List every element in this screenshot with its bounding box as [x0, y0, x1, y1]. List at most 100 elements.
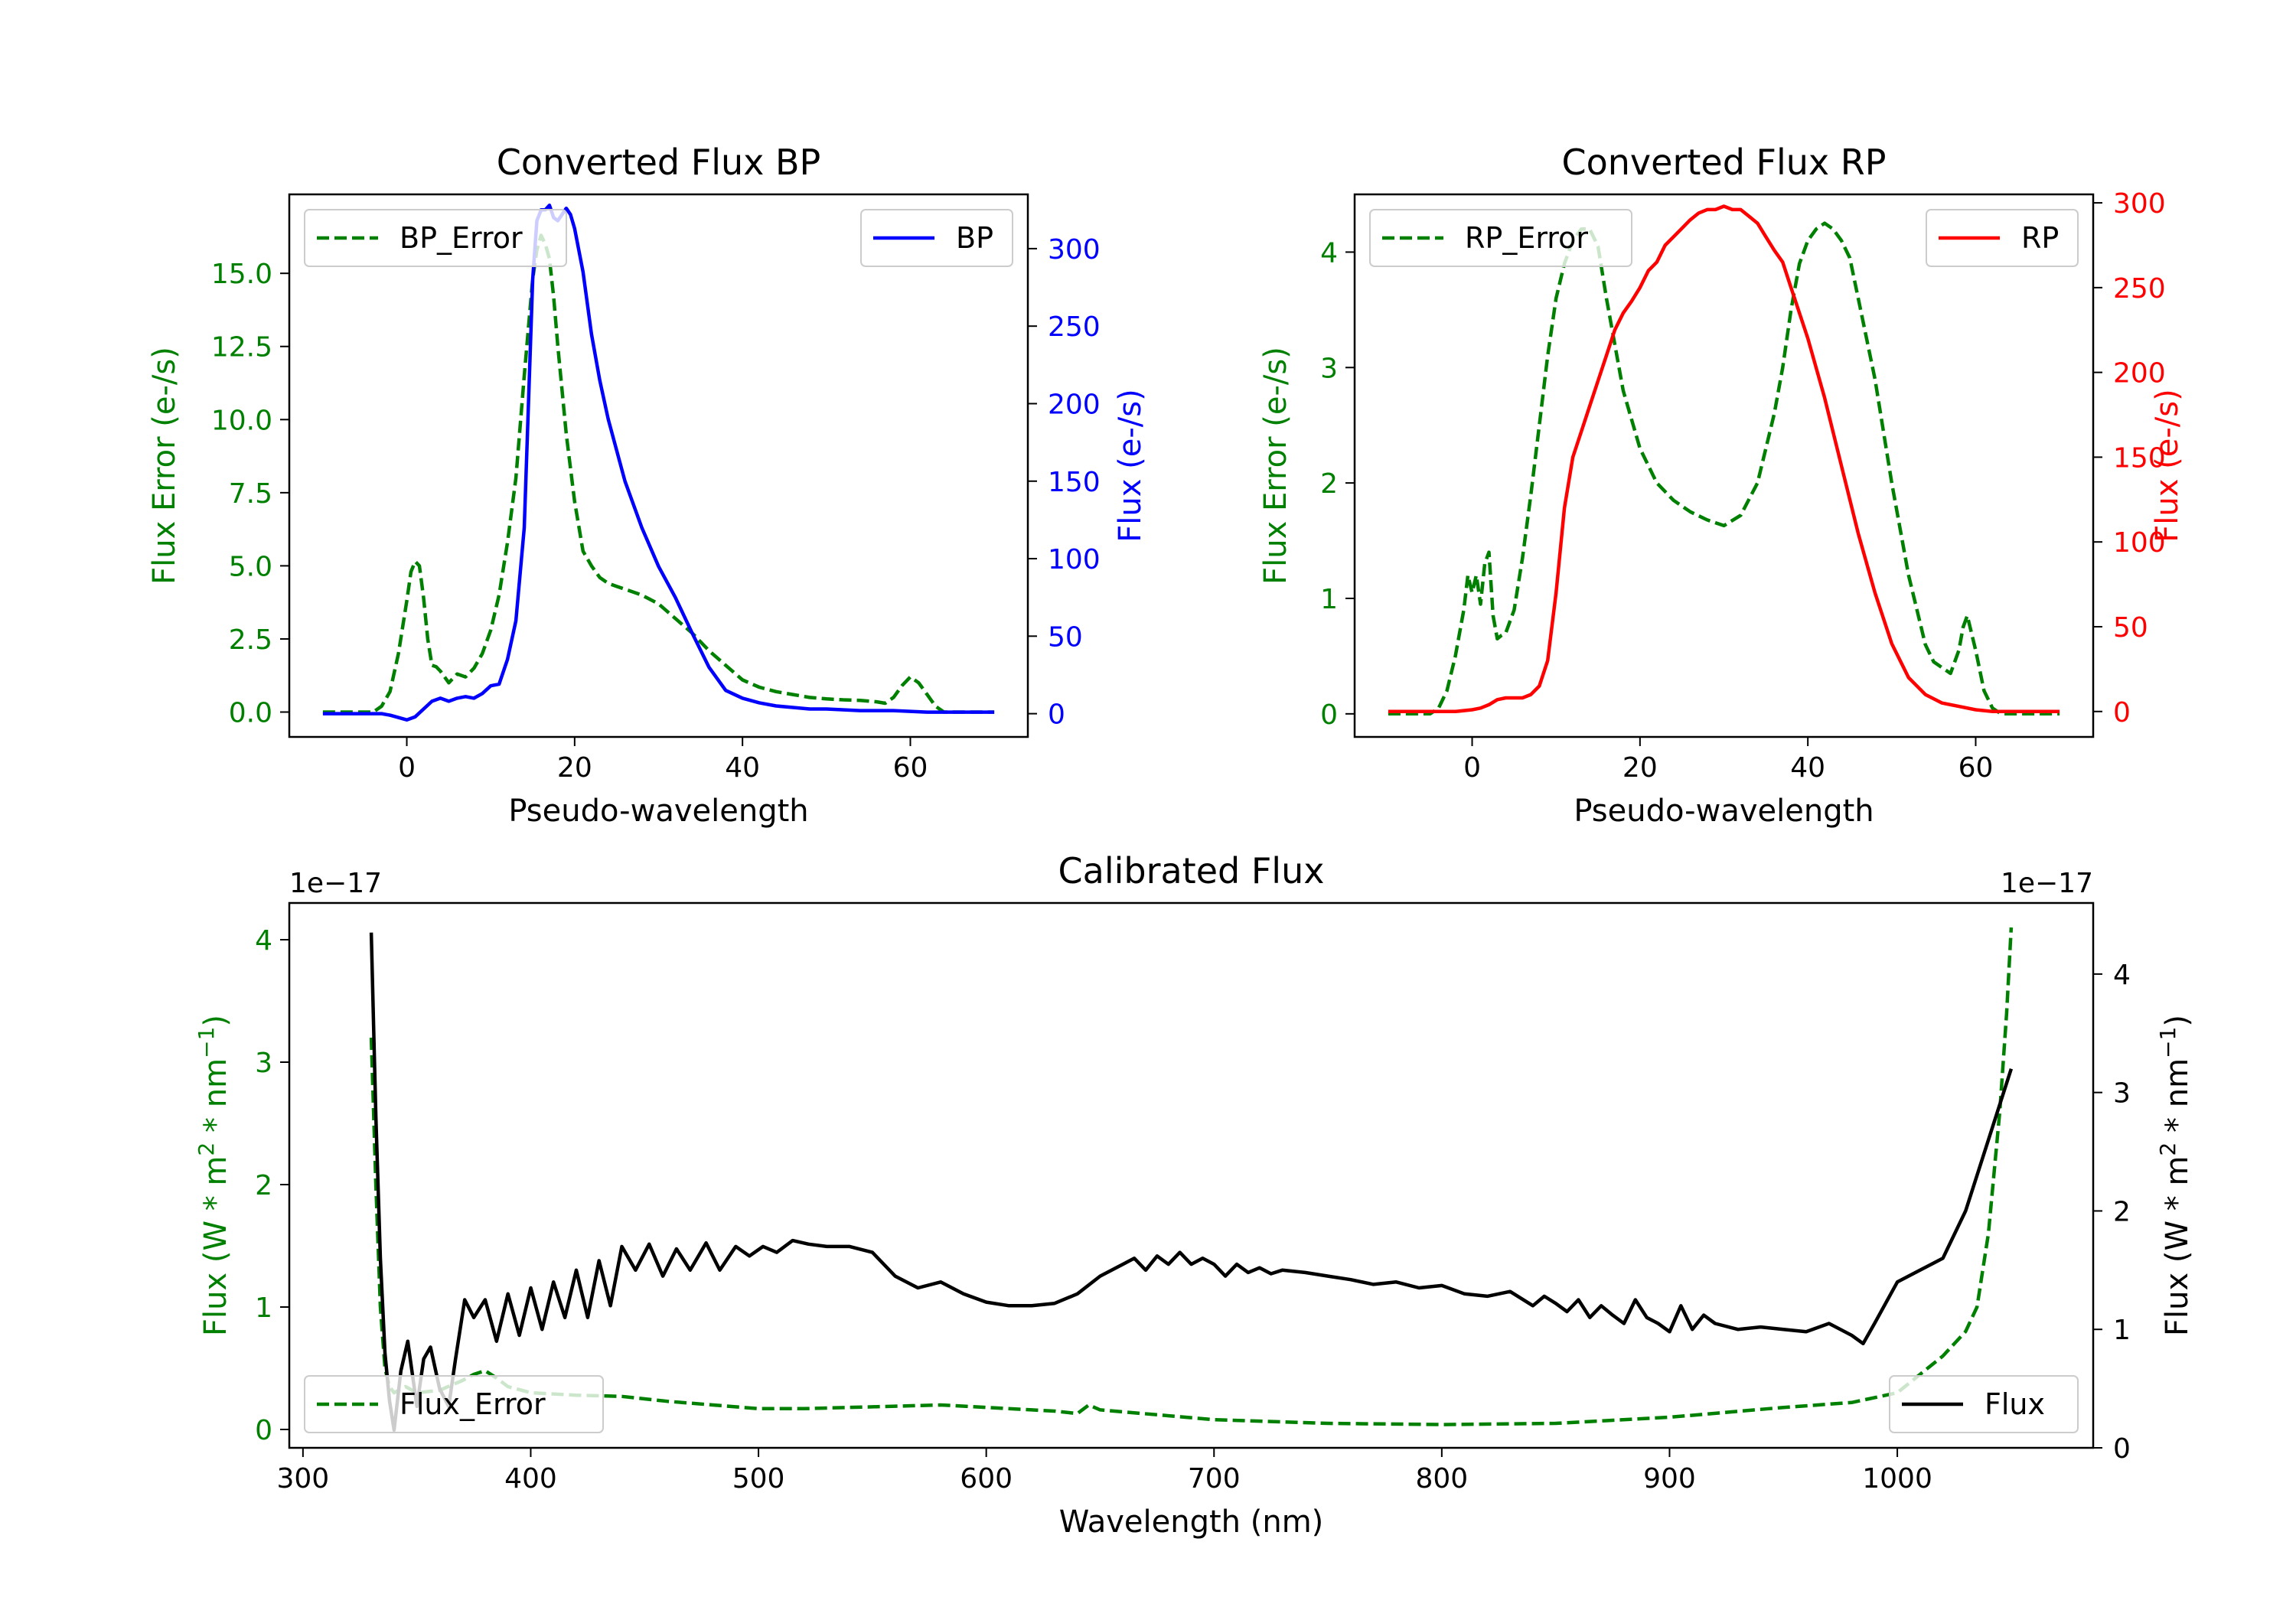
- legend-label: Flux_Error: [400, 1387, 546, 1421]
- y-left-tick-label: 0.0: [229, 698, 272, 729]
- chart-title: Converted Flux BP: [497, 142, 821, 183]
- y-right-tick-label: 300: [2113, 188, 2166, 220]
- legend-rp: RP: [1926, 209, 2079, 267]
- y-left-tick-label: 2: [1320, 468, 1338, 500]
- y-right-tick-label: 100: [1048, 544, 1101, 575]
- y-right-tick-label: 0: [2113, 1433, 2131, 1465]
- series-line-bp-error: [322, 233, 995, 714]
- y-right-tick-label: 200: [2113, 358, 2166, 390]
- axes-frame: [288, 901, 2095, 1449]
- series-line-rp-error: [1388, 221, 2060, 716]
- x-tick-label: 40: [1790, 752, 1825, 784]
- y-left-tick-label: 0: [255, 1415, 272, 1446]
- y-left-tick-label: 2.5: [229, 624, 272, 656]
- y-right-tick-label: 250: [2113, 273, 2166, 305]
- y-right-tick-label: 1: [2113, 1315, 2131, 1346]
- chart-rp: Converted Flux RP0 20 40 60Pseudo-wavelengt…: [1258, 142, 2185, 829]
- x-tick-label: 500: [732, 1463, 785, 1495]
- chart-bp: Converted Flux BP 0 20 40 60 Pseudo-wavelengt…: [147, 142, 1148, 829]
- y-left-tick-label: 1: [255, 1292, 272, 1324]
- x-tick-label: 600: [960, 1463, 1013, 1495]
- x-axis-label: Wavelength (nm): [1059, 1504, 1324, 1540]
- y-left-tick-label: 10.0: [211, 405, 272, 436]
- series-line-flux: [369, 932, 2014, 1433]
- y-axis-label-part: ): [198, 1015, 233, 1027]
- y-left-tick-label: 4: [1320, 237, 1338, 269]
- y-axis-label-part: * nm: [2160, 1058, 2195, 1143]
- axes-frame: [288, 193, 1029, 738]
- axes-frame: [1353, 193, 2095, 738]
- y-right-tick-label: 300: [1048, 234, 1101, 266]
- y-right-offset-label: 1e−17: [2001, 868, 2093, 899]
- x-tick-label: 1000: [1862, 1463, 1932, 1495]
- y-axis-label-part: Flux (W * m: [198, 1156, 233, 1336]
- y-left-tick-label: 3: [1320, 353, 1338, 384]
- x-tick-label: 60: [1958, 752, 1994, 784]
- y-right-tick-label: 50: [1048, 621, 1083, 653]
- y-axis-label-part: −1: [2155, 1027, 2180, 1058]
- series-line-bp: [322, 203, 995, 722]
- x-tick-label: 800: [1416, 1463, 1469, 1495]
- y-left-tick-label: 1: [1320, 584, 1338, 615]
- legend-rp-error: RP_Error: [1369, 209, 1632, 267]
- legend-box: [1889, 1375, 2079, 1433]
- legend-label: Flux: [1985, 1387, 2045, 1421]
- y-axis-label-part: −1: [194, 1027, 219, 1058]
- y-right-tick-label: 0: [1048, 699, 1065, 731]
- y-left-tick-label: 12.5: [211, 332, 272, 363]
- legend-label: BP_Error: [400, 221, 523, 255]
- x-tick-label: 0: [1463, 752, 1481, 784]
- series-line-rp: [1388, 204, 2060, 714]
- y-axis-label-part: ): [2160, 1015, 2195, 1027]
- y-axis-label-part: Flux (W * m: [2160, 1156, 2195, 1336]
- legend-flux-error: Flux_Error: [304, 1375, 604, 1433]
- chart-title: Calibrated Flux: [1058, 850, 1325, 892]
- y-axis-label-part: 2: [2155, 1143, 2180, 1156]
- y-left-tick-label: 7.5: [229, 478, 272, 510]
- y-right-tick-label: 3: [2113, 1078, 2131, 1110]
- legend-label: RP: [2021, 221, 2059, 255]
- legend-box: [304, 209, 567, 267]
- x-tick-label: 900: [1643, 1463, 1696, 1495]
- y-left-tick-label: 3: [255, 1048, 272, 1079]
- legend-box: [860, 209, 1013, 267]
- y-right-tick-label: 0: [2113, 697, 2131, 729]
- legend-label: RP_Error: [1465, 221, 1588, 255]
- legend-box: [1369, 209, 1632, 267]
- y-right-axis-label: Flux (W * m2 * nm−1): [2155, 1015, 2196, 1336]
- y-right-tick-label: 250: [1048, 311, 1101, 343]
- y-axis-label-part: * nm: [198, 1058, 233, 1143]
- y-left-axis-label: Flux Error (e-/s): [1258, 347, 1293, 585]
- x-tick-label: 60: [893, 752, 928, 784]
- y-left-offset-label: 1e−17: [289, 868, 382, 899]
- x-axis-label: Pseudo-wavelength: [1574, 794, 1874, 829]
- legend-bp: BP: [860, 209, 1013, 267]
- y-right-axis-label: Flux (e-/s): [2150, 389, 2185, 542]
- chart-title: Converted Flux RP: [1562, 142, 1887, 183]
- legend-flux: Flux: [1889, 1375, 2079, 1433]
- y-left-axis-label: Flux Error (e-/s): [147, 347, 182, 585]
- x-tick-label: 0: [398, 752, 416, 784]
- y-right-axis-label: Flux (e-/s): [1113, 389, 1148, 542]
- x-tick-label: 20: [1623, 752, 1658, 784]
- y-left-tick-label: 15.0: [211, 259, 272, 290]
- y-right-tick-label: 50: [2113, 612, 2148, 644]
- x-tick-label: 20: [557, 752, 592, 784]
- y-right-tick-label: 150: [1048, 467, 1101, 498]
- x-axis-label: Pseudo-wavelength: [508, 794, 808, 829]
- y-left-tick-label: 0: [1320, 699, 1338, 731]
- y-left-tick-label: 5.0: [229, 551, 272, 582]
- y-left-tick-label: 2: [255, 1170, 272, 1201]
- y-right-tick-label: 200: [1048, 389, 1101, 420]
- y-left-tick-label: 4: [255, 925, 272, 957]
- x-tick-label: 400: [504, 1463, 557, 1495]
- series-line-flux-error: [369, 927, 2014, 1426]
- y-right-tick-label: 2: [2113, 1196, 2131, 1227]
- y-right-tick-label: 4: [2113, 960, 2131, 991]
- x-tick-label: 40: [725, 752, 760, 784]
- legend-label: BP: [956, 221, 993, 255]
- y-right-tick-label: 100: [2113, 527, 2166, 559]
- legend-bp-error: BP_Error: [304, 209, 567, 267]
